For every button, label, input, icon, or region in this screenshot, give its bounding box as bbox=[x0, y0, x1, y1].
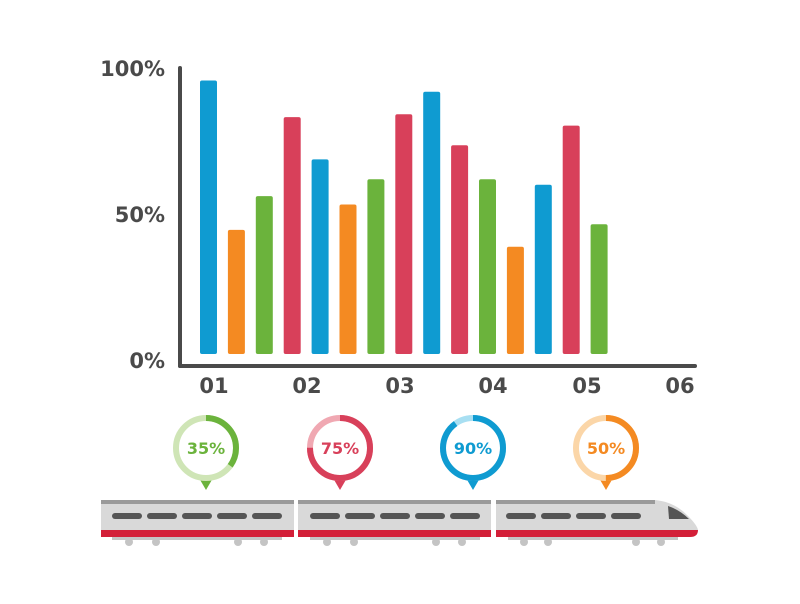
gauge-label: 50% bbox=[587, 439, 625, 458]
wheel bbox=[520, 538, 528, 546]
x-tick-label: 03 bbox=[385, 374, 414, 398]
y-tick-label: 0% bbox=[129, 349, 165, 373]
window bbox=[541, 513, 571, 519]
bar bbox=[227, 229, 245, 354]
window bbox=[450, 513, 480, 519]
gauge: 35% bbox=[173, 415, 239, 490]
window bbox=[576, 513, 606, 519]
window bbox=[310, 513, 340, 519]
bar bbox=[255, 196, 273, 354]
train-illustration bbox=[101, 500, 698, 546]
wheel bbox=[350, 538, 358, 546]
window bbox=[415, 513, 445, 519]
train-car-rear bbox=[101, 500, 294, 546]
window bbox=[147, 513, 177, 519]
wheel bbox=[234, 538, 242, 546]
gauge-label: 90% bbox=[454, 439, 492, 458]
window bbox=[112, 513, 142, 519]
bar bbox=[506, 246, 524, 354]
train-car-front bbox=[496, 500, 698, 546]
window bbox=[217, 513, 247, 519]
bar bbox=[367, 179, 385, 354]
gauge-arc bbox=[173, 415, 239, 481]
wheel bbox=[323, 538, 331, 546]
x-tick-label: 04 bbox=[478, 374, 507, 398]
car-stripe bbox=[496, 530, 698, 537]
undercarriage bbox=[112, 537, 282, 540]
gauge-pointer bbox=[333, 478, 347, 490]
x-tick-label: 06 bbox=[665, 374, 694, 398]
car-stripe bbox=[298, 530, 491, 537]
gauge-arc bbox=[573, 415, 639, 481]
gauge: 90% bbox=[440, 415, 506, 490]
bar bbox=[590, 224, 608, 354]
x-tick-label: 01 bbox=[199, 374, 228, 398]
bar bbox=[479, 179, 496, 354]
car-roof bbox=[101, 500, 294, 504]
bar bbox=[200, 80, 217, 354]
gauge-label: 75% bbox=[321, 439, 359, 458]
wheel bbox=[152, 538, 160, 546]
y-tick-label: 100% bbox=[100, 57, 165, 81]
gauge-arc bbox=[440, 415, 506, 481]
bar bbox=[339, 204, 357, 354]
gauge: 75% bbox=[307, 415, 373, 490]
gauge: 50% bbox=[573, 415, 639, 490]
windshield bbox=[668, 506, 689, 519]
gauge-pointer bbox=[199, 478, 213, 490]
car-roof bbox=[298, 500, 491, 504]
window bbox=[380, 513, 410, 519]
y-tick-label: 50% bbox=[115, 203, 165, 227]
undercarriage bbox=[310, 537, 480, 540]
bar bbox=[451, 145, 469, 354]
axes: 100% 50% 0% 01 02 03 04 05 06 bbox=[100, 57, 697, 398]
gauge-label: 35% bbox=[187, 439, 225, 458]
gauge-arc bbox=[307, 415, 373, 481]
window bbox=[182, 513, 212, 519]
wheel bbox=[632, 538, 640, 546]
wheel bbox=[544, 538, 552, 546]
gauges-layer: 35% 75% 90% 50% bbox=[173, 415, 639, 490]
wheel bbox=[458, 538, 466, 546]
bars-layer bbox=[200, 80, 608, 354]
car-stripe bbox=[101, 530, 294, 537]
bar bbox=[534, 184, 552, 354]
wheel bbox=[657, 538, 665, 546]
bar bbox=[562, 125, 580, 354]
bar bbox=[423, 91, 441, 354]
wheel bbox=[432, 538, 440, 546]
x-tick-label: 02 bbox=[292, 374, 321, 398]
window bbox=[252, 513, 282, 519]
window bbox=[345, 513, 375, 519]
train-car-middle bbox=[298, 500, 491, 546]
wheel bbox=[125, 538, 133, 546]
window bbox=[611, 513, 641, 519]
bar bbox=[395, 114, 413, 354]
car-roof bbox=[496, 500, 655, 504]
window bbox=[506, 513, 536, 519]
bar bbox=[311, 159, 329, 354]
undercarriage bbox=[508, 537, 678, 540]
gauge-pointer bbox=[466, 478, 480, 490]
gauge-pointer bbox=[599, 478, 613, 490]
wheel bbox=[260, 538, 268, 546]
bar bbox=[283, 117, 301, 354]
x-tick-label: 05 bbox=[572, 374, 601, 398]
